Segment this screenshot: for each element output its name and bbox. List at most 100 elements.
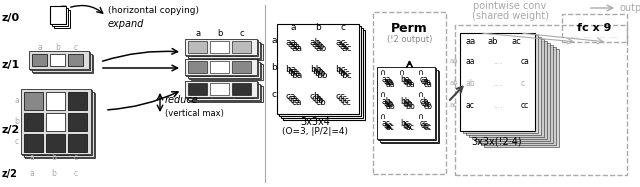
Bar bbox=[24, 134, 44, 152]
Text: ab: ab bbox=[488, 36, 499, 45]
Text: pointwise conv: pointwise conv bbox=[474, 1, 547, 11]
Text: c: c bbox=[340, 22, 346, 31]
Bar bbox=[69, 55, 84, 67]
Bar bbox=[189, 85, 261, 101]
Text: c: c bbox=[74, 154, 78, 163]
Bar bbox=[281, 28, 363, 118]
Bar bbox=[237, 46, 257, 58]
Bar bbox=[69, 135, 88, 153]
Text: ba: ba bbox=[405, 79, 415, 88]
Text: a: a bbox=[29, 169, 35, 179]
Text: cc: cc bbox=[422, 122, 431, 131]
Bar bbox=[209, 61, 228, 73]
Bar bbox=[466, 37, 541, 135]
Text: b: b bbox=[52, 169, 56, 179]
Bar bbox=[216, 46, 234, 58]
Bar bbox=[283, 30, 365, 120]
Text: aa: aa bbox=[465, 36, 476, 45]
Text: expand: expand bbox=[108, 19, 145, 29]
Text: ab: ab bbox=[385, 100, 394, 109]
Bar bbox=[72, 58, 87, 70]
Text: ac: ac bbox=[465, 100, 474, 110]
Bar bbox=[46, 92, 65, 110]
Text: bc: bc bbox=[405, 123, 414, 133]
Text: z/1: z/1 bbox=[2, 60, 20, 70]
Text: c: c bbox=[272, 90, 277, 99]
Bar bbox=[52, 8, 68, 26]
Text: c: c bbox=[521, 79, 525, 88]
Bar bbox=[234, 44, 253, 56]
Text: cb: cb bbox=[421, 99, 430, 108]
Text: cc: cc bbox=[337, 94, 347, 102]
Text: a: a bbox=[291, 22, 296, 31]
Text: bc: bc bbox=[401, 119, 410, 128]
Text: (vertical max): (vertical max) bbox=[165, 108, 224, 117]
Bar bbox=[212, 64, 232, 76]
Text: ab: ab bbox=[386, 102, 396, 111]
Text: ∩: ∩ bbox=[399, 68, 405, 76]
Bar bbox=[234, 86, 253, 98]
Text: z/0: z/0 bbox=[2, 13, 20, 23]
Bar bbox=[29, 51, 89, 69]
Bar bbox=[50, 6, 66, 24]
Text: bb: bb bbox=[401, 97, 410, 106]
Text: c: c bbox=[74, 42, 78, 51]
Bar bbox=[50, 117, 69, 135]
Bar bbox=[481, 47, 556, 145]
Bar bbox=[277, 24, 359, 114]
Text: ca: ca bbox=[291, 97, 301, 107]
Text: bb: bb bbox=[402, 99, 412, 108]
Bar bbox=[31, 54, 92, 72]
Text: a: a bbox=[38, 42, 42, 51]
Bar bbox=[232, 41, 250, 53]
Bar bbox=[209, 83, 228, 95]
Text: bc: bc bbox=[339, 68, 349, 77]
Bar bbox=[212, 86, 232, 98]
Text: ab: ab bbox=[381, 97, 391, 106]
Text: ba: ba bbox=[291, 70, 302, 79]
Text: ....: .... bbox=[493, 79, 502, 88]
Text: aa: aa bbox=[386, 79, 396, 88]
Bar bbox=[33, 55, 49, 67]
Text: ....: .... bbox=[493, 100, 502, 110]
Text: cc: cc bbox=[339, 96, 349, 105]
Bar bbox=[51, 55, 67, 67]
Bar bbox=[211, 42, 230, 54]
Text: bb: bb bbox=[312, 67, 323, 76]
Bar bbox=[188, 41, 207, 53]
Text: (horizontal copying): (horizontal copying) bbox=[108, 5, 199, 15]
Text: cc: cc bbox=[521, 100, 529, 110]
Bar bbox=[216, 88, 234, 100]
Bar bbox=[28, 138, 47, 156]
Bar bbox=[232, 83, 250, 95]
Bar bbox=[188, 42, 259, 58]
Text: .....: ..... bbox=[596, 33, 605, 39]
Text: ba: ba bbox=[289, 68, 300, 77]
Bar bbox=[188, 61, 207, 73]
Bar bbox=[184, 39, 257, 55]
Bar bbox=[191, 86, 262, 102]
Bar bbox=[21, 89, 92, 154]
Bar bbox=[236, 65, 255, 77]
Text: ac: ac bbox=[339, 42, 349, 50]
Bar bbox=[26, 135, 44, 153]
Text: cb: cb bbox=[422, 100, 431, 109]
Bar bbox=[381, 71, 439, 143]
Bar bbox=[373, 12, 446, 174]
Text: ab: ab bbox=[312, 39, 323, 48]
Text: bc: bc bbox=[403, 122, 413, 131]
Bar bbox=[50, 6, 66, 24]
Bar bbox=[47, 93, 67, 111]
Bar bbox=[32, 54, 47, 66]
Bar bbox=[463, 35, 538, 133]
Bar bbox=[472, 41, 547, 139]
Bar bbox=[49, 116, 68, 134]
Text: ab: ab bbox=[449, 80, 458, 86]
Text: bb: bb bbox=[403, 100, 413, 109]
Bar bbox=[478, 45, 553, 143]
Bar bbox=[68, 113, 87, 131]
Bar bbox=[209, 41, 228, 53]
Text: bc: bc bbox=[402, 120, 411, 130]
Text: a: a bbox=[29, 154, 35, 163]
Bar bbox=[69, 114, 88, 132]
